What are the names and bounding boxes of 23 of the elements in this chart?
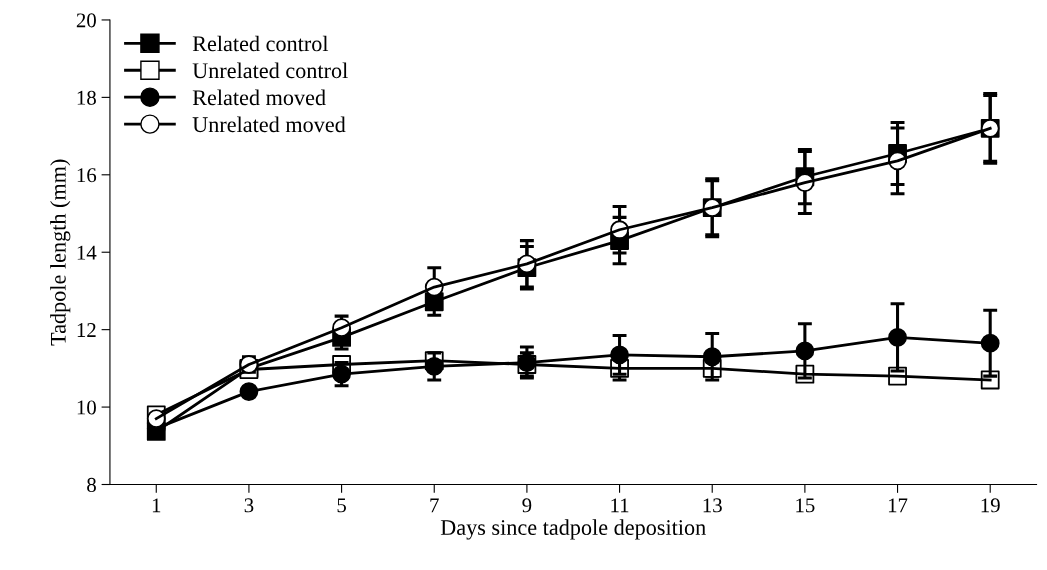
x-tick-label: 15 [796,498,815,513]
x-tick-label: 5 [337,498,346,513]
y-tick-label: 12 [77,323,96,337]
y-tick-label: 16 [77,168,97,183]
legend-label: Unrelated moved [192,116,346,133]
x-tick-label: 7 [430,498,439,513]
y-tick-label: 14 [77,245,97,260]
y-axis-title: Tadpole length (mm) [50,159,71,346]
legend-label: Related control [192,35,329,52]
x-tick-label: 9 [522,498,532,513]
x-tick-label: 11 [611,498,629,513]
y-tick-label: 20 [76,13,96,28]
x-tick-label: 1 [152,498,161,513]
x-tick-label: 3 [244,498,254,513]
legend-label: Related moved [192,89,326,106]
y-tick-label: 10 [77,400,96,415]
x-tick-label: 13 [703,498,722,513]
x-axis-title: Days since tadpole deposition [440,519,706,540]
y-tick-label: 18 [77,90,96,105]
x-tick-label: 17 [888,498,908,513]
x-tick-label: 19 [981,498,1000,513]
legend-label: Unrelated control [192,62,348,79]
y-tick-label: 8 [87,477,96,492]
